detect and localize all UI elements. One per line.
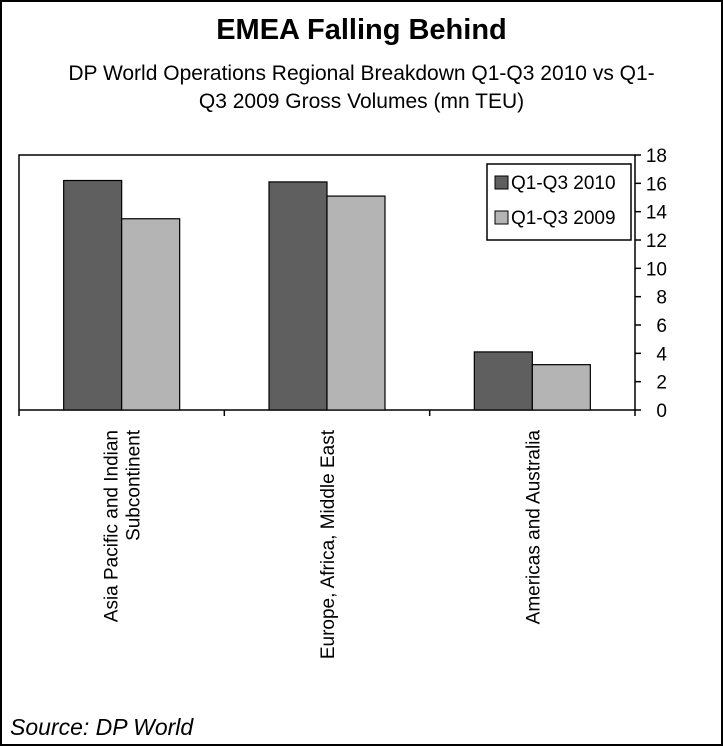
x-category-label: Subcontinent bbox=[124, 429, 145, 541]
bar bbox=[63, 179, 123, 411]
legend bbox=[486, 163, 632, 241]
y-tick-label: 18 bbox=[646, 146, 667, 167]
y-tick-label: 4 bbox=[656, 344, 667, 365]
legend-swatch bbox=[494, 175, 509, 190]
bar bbox=[531, 364, 591, 411]
legend-label: Q1-Q3 2009 bbox=[511, 208, 616, 229]
chart-subtitle-line2: Q3 2009 Gross Volumes (mn TEU) bbox=[198, 90, 525, 113]
y-tick-label: 0 bbox=[656, 401, 667, 422]
chart-subtitle-line1: DP World Operations Regional Breakdown Q… bbox=[68, 62, 655, 85]
y-tick-label: 12 bbox=[646, 231, 667, 252]
chart-subtitle: DP World Operations Regional Breakdown Q… bbox=[2, 60, 721, 116]
y-tick-label: 8 bbox=[656, 288, 667, 309]
y-tick-label: 10 bbox=[646, 259, 667, 280]
y-tick-label: 16 bbox=[646, 174, 667, 195]
x-category-label: Americas and Australia bbox=[523, 430, 544, 625]
bar bbox=[473, 351, 533, 411]
bar bbox=[326, 195, 386, 411]
bar bbox=[121, 218, 181, 411]
y-tick-label: 14 bbox=[646, 203, 668, 224]
x-category-label: Asia Pacific and Indian bbox=[102, 430, 123, 622]
chart-title: EMEA Falling Behind bbox=[216, 14, 507, 46]
y-tick-label: 2 bbox=[656, 373, 667, 394]
bar bbox=[268, 181, 328, 411]
source-note: Source: DP World bbox=[10, 714, 194, 740]
y-tick-label: 6 bbox=[656, 316, 667, 337]
legend-label: Q1-Q3 2010 bbox=[511, 173, 616, 194]
legend-swatch bbox=[494, 210, 509, 225]
x-category-label: Europe, Africa, Middle East bbox=[318, 429, 339, 659]
